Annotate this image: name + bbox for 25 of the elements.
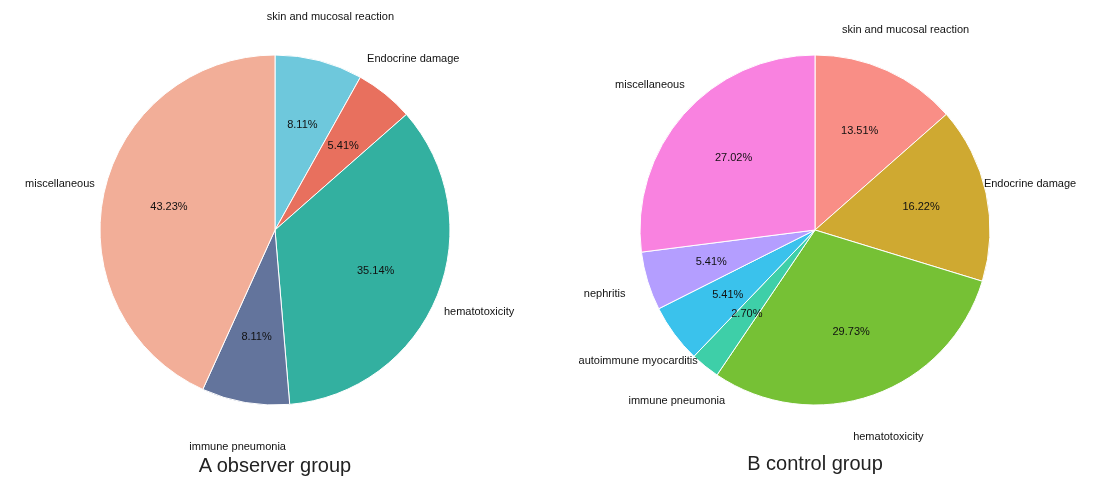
slice-label: immune pneumonia xyxy=(628,394,726,407)
data-label: 5.41% xyxy=(327,138,359,151)
slice-label: nephritis xyxy=(583,287,626,300)
slice-label: skin and mucosal reaction xyxy=(266,10,395,23)
slice-label: Endocrine damage xyxy=(983,176,1077,189)
slice-label: miscellaneous xyxy=(615,77,686,90)
data-label: 5.41% xyxy=(712,287,744,300)
data-label: 5.41% xyxy=(695,254,728,267)
data-label: 16.22% xyxy=(902,200,940,213)
slice-label: autoimmune myocarditis xyxy=(578,353,699,366)
slice-label: skin and mucosal reaction xyxy=(842,22,970,35)
slice-label: Endocrine damage xyxy=(367,51,460,64)
slice-label: hematotoxicity xyxy=(443,305,515,318)
data-label: 13.51% xyxy=(841,124,879,137)
slice-label: immune pneumonia xyxy=(189,439,287,452)
data-label: 27.02% xyxy=(714,151,753,164)
text: B control group xyxy=(747,452,883,474)
text: A observer group xyxy=(198,453,352,476)
data-label: 8.11% xyxy=(287,118,318,130)
data-label: 29.73% xyxy=(832,325,871,338)
slice-label: miscellaneous xyxy=(25,176,96,189)
slice-label: hematotoxicity xyxy=(853,430,924,443)
data-label: 8.11% xyxy=(241,329,272,342)
data-label: 43.23% xyxy=(150,200,188,213)
data-label: 35.14% xyxy=(357,263,395,276)
